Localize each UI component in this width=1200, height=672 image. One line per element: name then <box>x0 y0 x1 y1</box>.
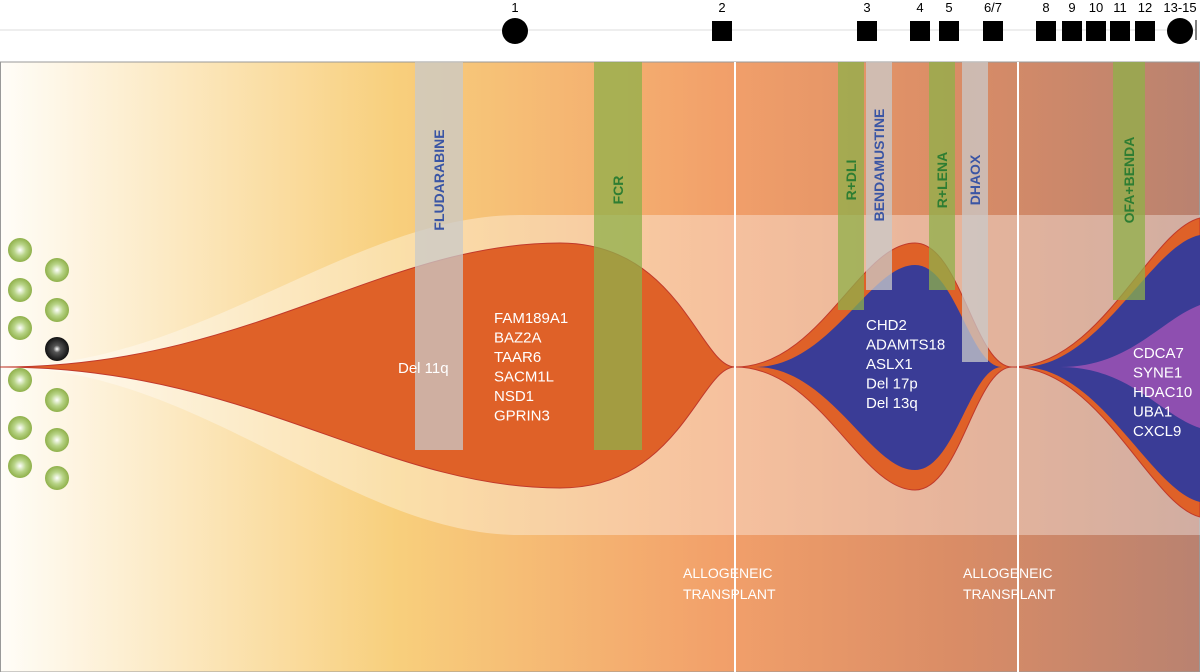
treatment-label: FLUDARABINE <box>431 129 447 230</box>
timepoint-label: 1 <box>511 0 518 15</box>
clone-label: BAZ2A <box>494 330 542 347</box>
clone-3 <box>755 265 1002 470</box>
treatment-bar <box>838 62 864 310</box>
transplant-label: ALLOGENEIC <box>683 565 772 581</box>
clone-label: ADAMTS18 <box>866 337 945 354</box>
clone-label: FAM189A1 <box>494 310 568 327</box>
clone-label: GPRIN3 <box>494 408 550 425</box>
clone-label: Del 11q <box>398 360 449 377</box>
timepoint-marker <box>712 21 732 41</box>
cell <box>45 258 69 282</box>
cells <box>8 238 69 490</box>
cell <box>45 466 69 490</box>
transplant-label: TRANSPLANT <box>683 586 776 602</box>
timepoint-label: 6/7 <box>984 0 1002 15</box>
cell <box>8 316 32 340</box>
timepoint-marker <box>502 18 528 44</box>
timepoint-label: 12 <box>1138 0 1152 15</box>
timepoint-marker <box>1167 18 1193 44</box>
timepoint-label: 8 <box>1042 0 1049 15</box>
timepoint-marker <box>1036 21 1056 41</box>
timepoint-marker <box>910 21 930 41</box>
transplant-label: ALLOGENEIC <box>963 565 1052 581</box>
cell <box>8 278 32 302</box>
treatment-label: R+LENA <box>934 152 950 208</box>
timepoint-marker <box>1135 21 1155 41</box>
labels: Del 11q FAM189A1 BAZ2A TAAR6 SACM1L NSD1 GPRIN… <box>398 310 1192 602</box>
clone-label: Del 13q <box>866 395 918 412</box>
timepoint-label: 13-15 <box>1163 0 1196 15</box>
cell <box>8 454 32 478</box>
cell-mutant <box>45 337 69 361</box>
timepoint-marker <box>983 21 1003 41</box>
timepoint-label: 11 <box>1113 0 1127 15</box>
clone-label: ASLX1 <box>866 356 913 373</box>
treatment-bar <box>866 62 892 290</box>
treatment-label: R+DLI <box>843 160 859 201</box>
treatment-bar <box>929 62 955 290</box>
clone-label: CXCL9 <box>1133 423 1181 440</box>
treatment-bar <box>415 62 463 450</box>
treatment-label: DHAOX <box>967 154 983 205</box>
treatments: FLUDARABINE FCR R+DLI BENDAMUSTINE R+LENA DHA… <box>415 62 1145 450</box>
timepoint-label: 5 <box>945 0 952 15</box>
clone-label: NSD1 <box>494 388 534 405</box>
timepoint-label: 10 <box>1089 0 1103 15</box>
timepoint-label: 9 <box>1068 0 1075 15</box>
treatment-bar <box>1113 62 1145 300</box>
clone-label: Del 17p <box>866 376 918 393</box>
treatment-label: FCR <box>610 176 626 205</box>
timepoint-marker <box>1086 21 1106 41</box>
cell <box>45 298 69 322</box>
cell <box>8 368 32 392</box>
timeline: 1 2 3 4 5 6/7 8 9 10 11 12 13-15 <box>502 0 1197 44</box>
clone-6 <box>1060 305 1200 428</box>
treatment-bar <box>594 62 642 450</box>
clone-label: TAAR6 <box>494 349 541 366</box>
clone-label: CDCA7 <box>1133 345 1184 362</box>
timepoint-marker <box>857 21 877 41</box>
treatment-label: BENDAMUSTINE <box>871 109 887 222</box>
clone-label: HDAC10 <box>1133 384 1192 401</box>
cell <box>8 416 32 440</box>
timepoint-label: 3 <box>863 0 870 15</box>
treatment-bar <box>962 62 988 362</box>
cell <box>8 238 32 262</box>
transplant-label: TRANSPLANT <box>963 586 1056 602</box>
clone-label: SYNE1 <box>1133 365 1182 382</box>
cell <box>45 428 69 452</box>
clone-label: UBA1 <box>1133 404 1172 421</box>
clone-label: SACM1L <box>494 369 554 386</box>
timepoint-label: 4 <box>916 0 923 15</box>
treatment-label: OFA+BENDA <box>1121 137 1137 224</box>
timepoint-marker <box>939 21 959 41</box>
clone-label: CHD2 <box>866 317 907 334</box>
timepoint-marker <box>1062 21 1082 41</box>
timepoint-label: 2 <box>718 0 725 15</box>
timepoint-marker <box>1110 21 1130 41</box>
cell <box>45 388 69 412</box>
